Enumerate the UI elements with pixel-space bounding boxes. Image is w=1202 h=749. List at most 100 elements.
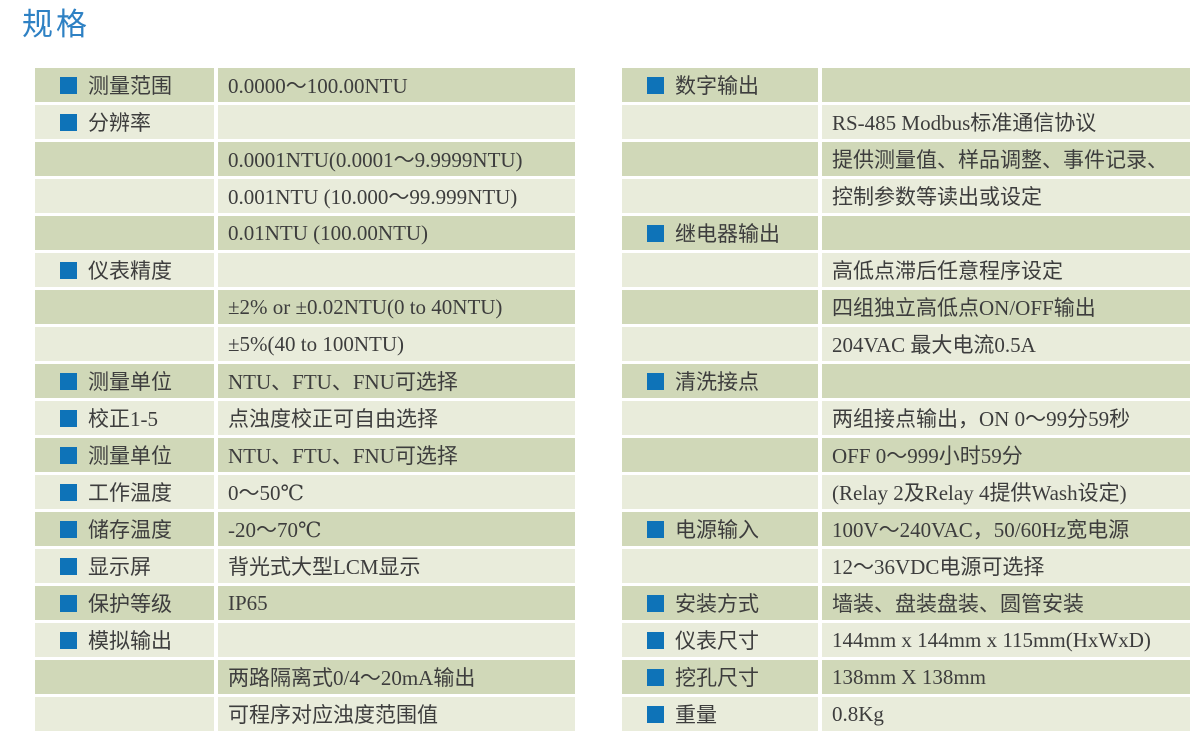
spec-label-cell [622,401,818,435]
spec-value-cell: 204VAC 最大电流0.5A [822,327,1190,361]
page-title: 规格 [22,7,90,42]
spec-value-cell: 两组接点输出，ON 0～99分59秒 [822,401,1190,435]
spec-value: ±5%(40 to 100NTU) [228,331,404,356]
spec-value: 可程序对应浊度范围值 [228,703,438,727]
spec-label-cell: 保护等级 [35,586,214,620]
table-row: ±2% or ±0.02NTU(0 to 40NTU) [35,290,575,324]
spec-value: 100V～240VAC，50/60Hz宽电源 [832,518,1130,542]
table-row: OFF 0～999小时59分 [622,438,1190,472]
spec-value: 0.0000～100.00NTU [228,74,408,98]
spec-value-cell: -20～70℃ [218,512,575,546]
spec-value: 0.8Kg [832,701,884,726]
spec-value-cell [218,253,575,287]
table-row: 数字输出 [622,68,1190,102]
blue-square-icon [60,409,77,427]
spec-label-cell: 分辨率 [35,105,214,139]
spec-value-cell: 四组独立高低点ON/OFF输出 [822,290,1190,324]
spec-value-cell: ±5%(40 to 100NTU) [218,327,575,361]
table-row: 模拟输出 [35,623,575,657]
spec-value-cell: 0.8Kg [822,697,1190,731]
table-row: 分辨率 [35,105,575,139]
spec-label-cell [622,549,818,583]
table-row: 保护等级 IP65 [35,586,575,620]
table-row: 12～36VDC电源可选择 [622,549,1190,583]
spec-label-cell: 测量单位 [35,438,214,472]
spec-value-cell: RS-485 Modbus标准通信协议 [822,105,1190,139]
spec-value-cell: 点浊度校正可自由选择 [218,401,575,435]
spec-label: 继电器输出 [675,222,780,246]
table-row: 储存温度 -20～70℃ [35,512,575,546]
spec-label: 测量单位 [88,444,172,468]
blue-square-icon [60,261,77,279]
spec-value: 四组独立高低点ON/OFF输出 [832,296,1096,320]
spec-value-cell: 高低点滞后任意程序设定 [822,253,1190,287]
blue-square-icon [647,705,664,723]
blue-square-icon [647,224,664,242]
spec-label: 仪表精度 [88,259,172,283]
table-row: 提供测量值、样品调整、事件记录、 [622,142,1190,176]
spec-value: -20～70℃ [228,518,322,542]
spec-value-cell [822,216,1190,250]
spec-value: 0.001NTU (10.000～99.999NTU) [228,185,518,209]
spec-label: 电源输入 [675,518,759,542]
spec-value-cell: 0.001NTU (10.000～99.999NTU) [218,179,575,213]
table-row: 高低点滞后任意程序设定 [622,253,1190,287]
table-row: 测量单位 NTU、FTU、FNU可选择 [35,438,575,472]
spec-value-cell [822,68,1190,102]
table-row: 清洗接点 [622,364,1190,398]
spec-value: 204VAC 最大电流0.5A [832,333,1036,357]
blue-square-icon [647,631,664,649]
blue-square-icon [60,113,77,131]
spec-value: 两组接点输出，ON 0～99分59秒 [832,407,1131,431]
spec-label-cell: 仪表尺寸 [622,623,818,657]
spec-value: 提供测量值、样品调整、事件记录、 [832,148,1168,172]
table-row: 0.01NTU (100.00NTU) [35,216,575,250]
blue-square-icon [60,520,77,538]
spec-value: 高低点滞后任意程序设定 [832,259,1063,283]
table-row: 两组接点输出，ON 0～99分59秒 [622,401,1190,435]
blue-square-icon [647,76,664,94]
spec-label: 安装方式 [675,592,759,616]
spec-label: 清洗接点 [675,370,759,394]
spec-value-cell: ±2% or ±0.02NTU(0 to 40NTU) [218,290,575,324]
spec-label: 工作温度 [88,481,172,505]
spec-value-cell: 可程序对应浊度范围值 [218,697,575,731]
spec-value-cell [822,364,1190,398]
spec-value-cell: 12～36VDC电源可选择 [822,549,1190,583]
spec-value-cell: 提供测量值、样品调整、事件记录、 [822,142,1190,176]
spec-label-cell: 模拟输出 [35,623,214,657]
table-row: 显示屏 背光式大型LCM显示 [35,549,575,583]
blue-square-icon [60,557,77,575]
spec-value-cell: 两路隔离式0/4～20mA输出 [218,660,575,694]
blue-square-icon [60,76,77,94]
spec-value-cell: 0.0001NTU(0.0001～9.9999NTU) [218,142,575,176]
table-row: RS-485 Modbus标准通信协议 [622,105,1190,139]
table-row: 可程序对应浊度范围值 [35,697,575,731]
table-row: 安装方式 墙装、盘装盘装、圆管安装 [622,586,1190,620]
spec-label-cell [35,290,214,324]
spec-label-cell: 安装方式 [622,586,818,620]
spec-label-cell [35,216,214,250]
table-row: (Relay 2及Relay 4提供Wash设定) [622,475,1190,509]
blue-square-icon [60,446,77,464]
spec-value: NTU、FTU、FNU可选择 [228,370,458,394]
table-row: 校正1-5 点浊度校正可自由选择 [35,401,575,435]
spec-value: RS-485 Modbus标准通信协议 [832,111,1097,135]
table-row: 仪表尺寸 144mm x 144mm x 115mm(HxWxD) [622,623,1190,657]
spec-label-cell [622,253,818,287]
spec-value: 0.01NTU (100.00NTU) [228,220,429,245]
spec-label-cell: 重量 [622,697,818,731]
spec-label-cell: 储存温度 [35,512,214,546]
spec-value-cell: 背光式大型LCM显示 [218,549,575,583]
spec-label-cell [622,327,818,361]
spec-label-cell: 校正1-5 [35,401,214,435]
spec-value: 144mm x 144mm x 115mm(HxWxD) [832,627,1151,652]
spec-label-cell [622,290,818,324]
spec-label-cell [35,142,214,176]
spec-value-cell: IP65 [218,586,575,620]
spec-label-cell [622,475,818,509]
spec-label: 仪表尺寸 [675,629,759,653]
spec-value: 0.0001NTU(0.0001～9.9999NTU) [228,148,523,172]
spec-value-cell [218,623,575,657]
spec-value: 12～36VDC电源可选择 [832,555,1045,579]
